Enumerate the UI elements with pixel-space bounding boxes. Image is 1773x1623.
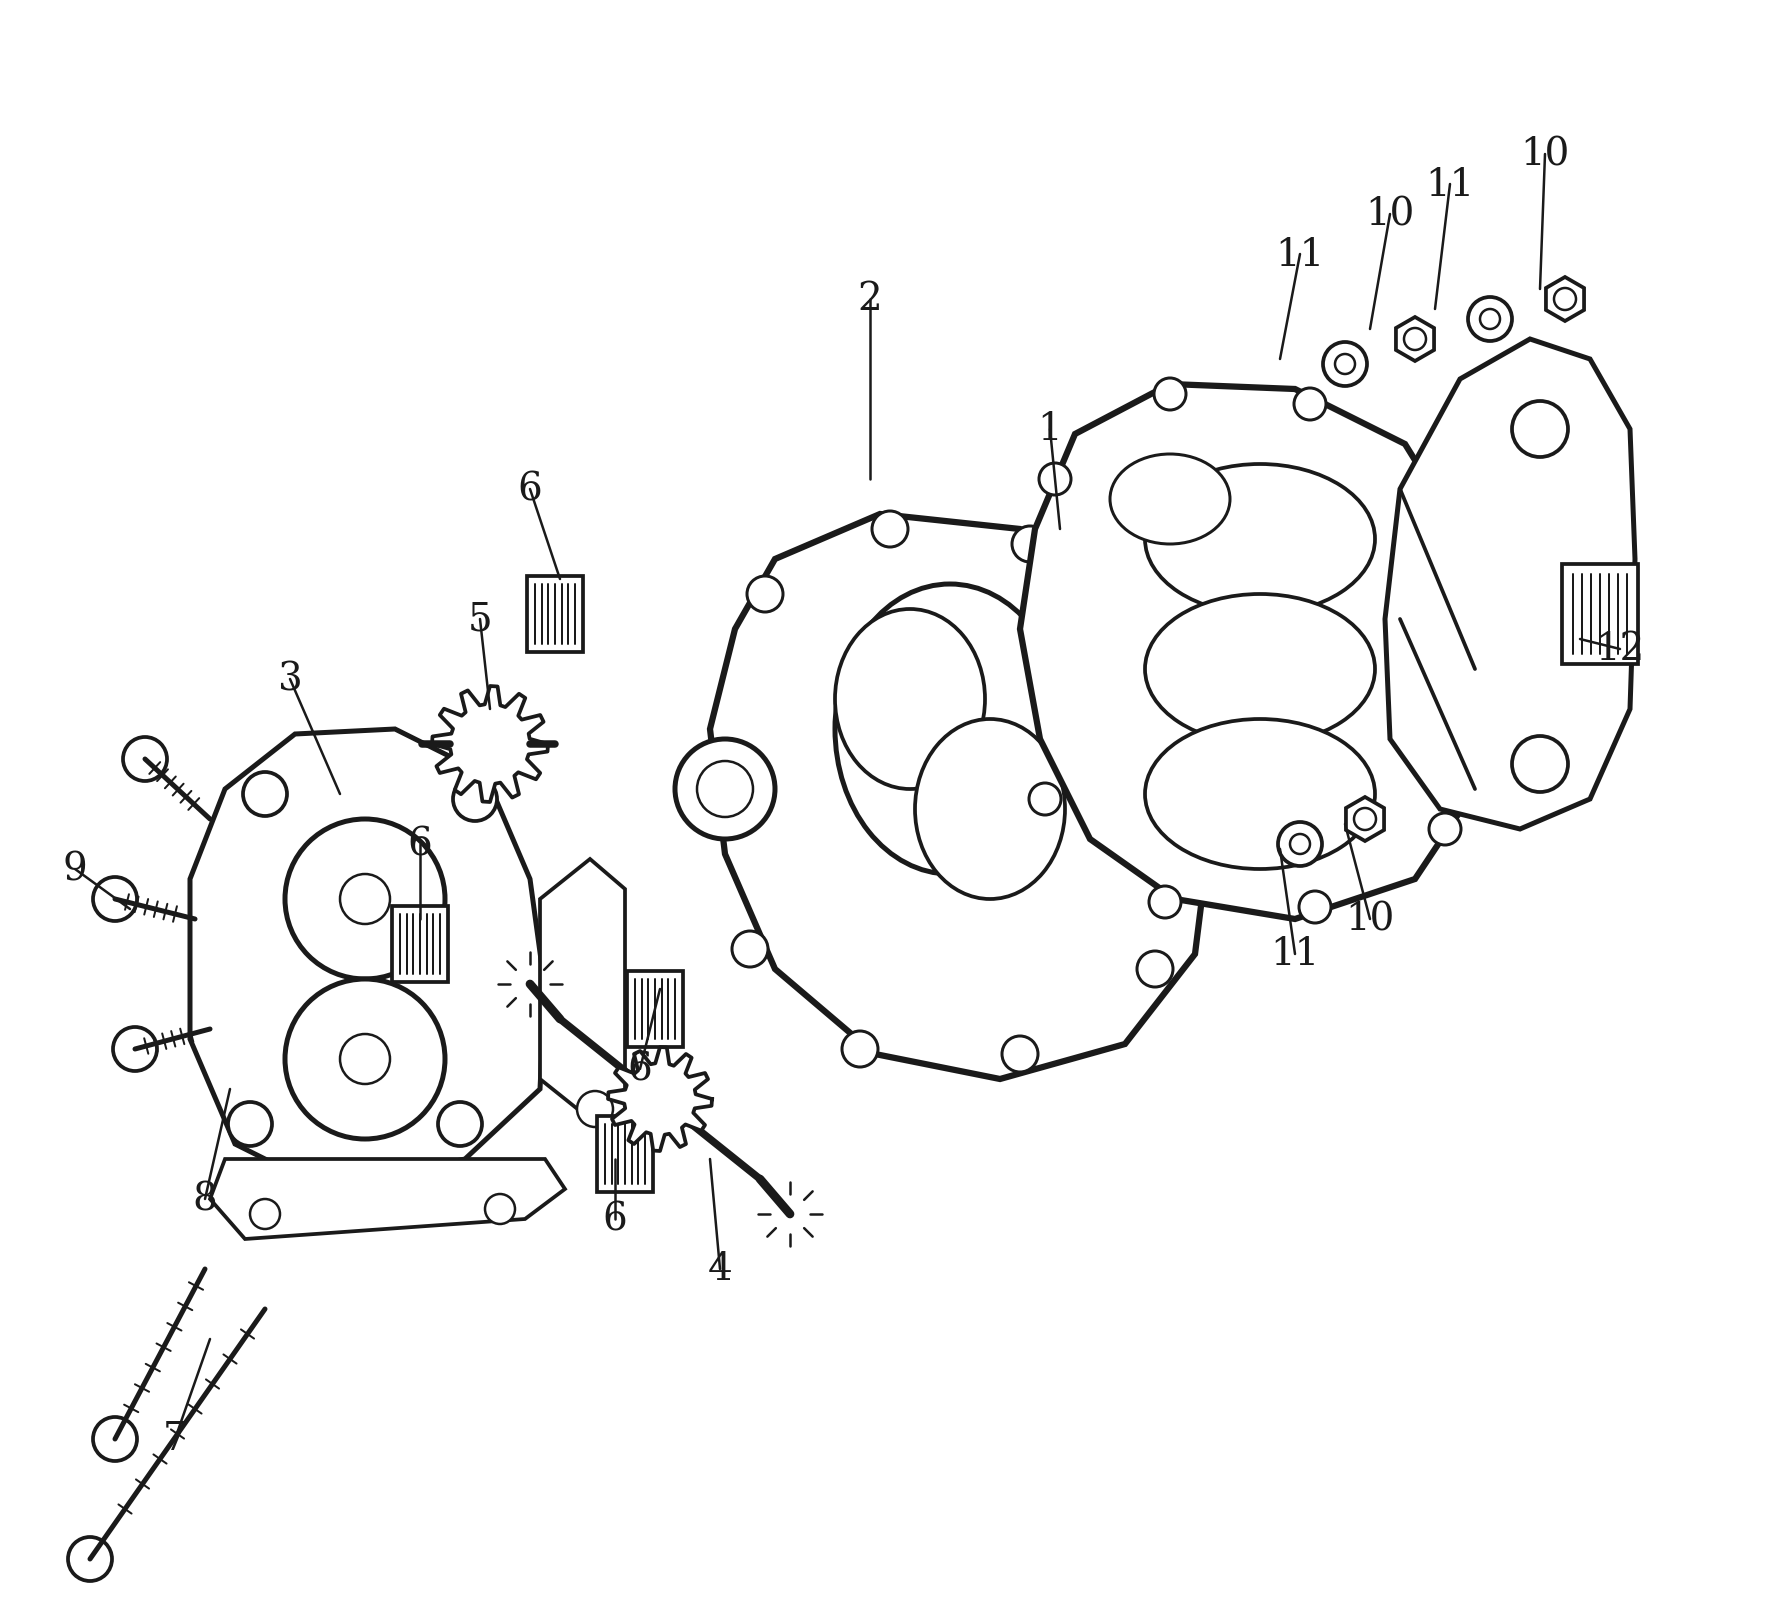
Circle shape [1300,891,1332,923]
Circle shape [1012,527,1048,563]
Ellipse shape [835,584,1066,875]
Polygon shape [1385,339,1635,829]
Circle shape [229,1102,271,1146]
Circle shape [1468,297,1512,342]
Circle shape [1039,464,1071,495]
Text: 5: 5 [468,601,493,638]
Text: 12: 12 [1596,631,1645,669]
Circle shape [486,1195,514,1224]
Text: 6: 6 [408,826,433,863]
Polygon shape [1562,565,1638,664]
Circle shape [1335,355,1355,375]
Circle shape [638,1078,681,1121]
Polygon shape [527,576,583,652]
Text: 3: 3 [278,661,303,698]
Circle shape [340,875,390,925]
Circle shape [732,932,768,967]
Circle shape [67,1537,112,1581]
Polygon shape [541,860,626,1120]
Circle shape [243,773,287,816]
Text: 6: 6 [518,471,543,508]
Circle shape [285,979,445,1139]
Circle shape [1429,813,1461,846]
Text: 9: 9 [62,850,87,888]
Ellipse shape [915,719,1066,899]
Circle shape [1136,951,1174,987]
Circle shape [1512,403,1567,458]
Circle shape [92,878,137,922]
Circle shape [438,1102,482,1146]
Circle shape [576,1091,613,1128]
Polygon shape [1019,385,1489,920]
Circle shape [122,737,167,782]
Text: 11: 11 [1275,237,1324,273]
Polygon shape [598,1117,652,1193]
Circle shape [250,1199,280,1229]
Circle shape [452,777,496,821]
Polygon shape [1395,318,1434,362]
Circle shape [113,1027,158,1071]
Circle shape [842,1031,878,1068]
Ellipse shape [1145,594,1376,745]
Circle shape [1512,737,1567,792]
Text: 4: 4 [707,1251,732,1287]
Polygon shape [1546,278,1583,321]
Ellipse shape [1145,719,1376,870]
Circle shape [1404,329,1425,351]
Ellipse shape [1110,454,1230,545]
Circle shape [1028,784,1060,815]
Circle shape [92,1417,137,1461]
Polygon shape [190,730,544,1190]
Text: 7: 7 [163,1420,188,1457]
Circle shape [1355,808,1376,831]
Polygon shape [433,687,548,802]
Circle shape [746,576,784,612]
Text: 10: 10 [1346,901,1395,938]
Circle shape [697,761,754,818]
Circle shape [676,740,775,839]
Circle shape [1149,886,1181,919]
Text: 11: 11 [1271,936,1319,972]
Circle shape [1463,644,1495,675]
Ellipse shape [835,610,986,789]
Text: 8: 8 [193,1182,218,1217]
Text: 2: 2 [858,281,883,318]
Circle shape [872,511,908,547]
Circle shape [340,1034,390,1084]
Polygon shape [392,906,449,982]
Text: 10: 10 [1365,196,1415,234]
Circle shape [1002,1037,1037,1073]
Text: 6: 6 [603,1201,628,1238]
Polygon shape [628,972,683,1047]
Polygon shape [709,514,1209,1079]
Polygon shape [1346,797,1385,841]
Circle shape [1177,771,1213,808]
Circle shape [1553,289,1576,312]
Polygon shape [608,1047,713,1151]
Circle shape [285,820,445,979]
Circle shape [1323,342,1367,386]
Text: 1: 1 [1037,411,1062,448]
Circle shape [1278,823,1323,867]
Circle shape [647,1086,674,1112]
Text: 10: 10 [1519,136,1569,174]
Circle shape [1291,834,1310,854]
Circle shape [1480,310,1500,329]
Text: 6: 6 [628,1050,652,1087]
Text: 11: 11 [1425,167,1475,203]
Ellipse shape [1145,464,1376,615]
Circle shape [1424,484,1456,516]
Circle shape [475,729,505,760]
Circle shape [1294,390,1326,420]
Circle shape [1147,631,1183,667]
Circle shape [466,721,514,769]
Circle shape [1154,378,1186,411]
Polygon shape [209,1159,566,1240]
